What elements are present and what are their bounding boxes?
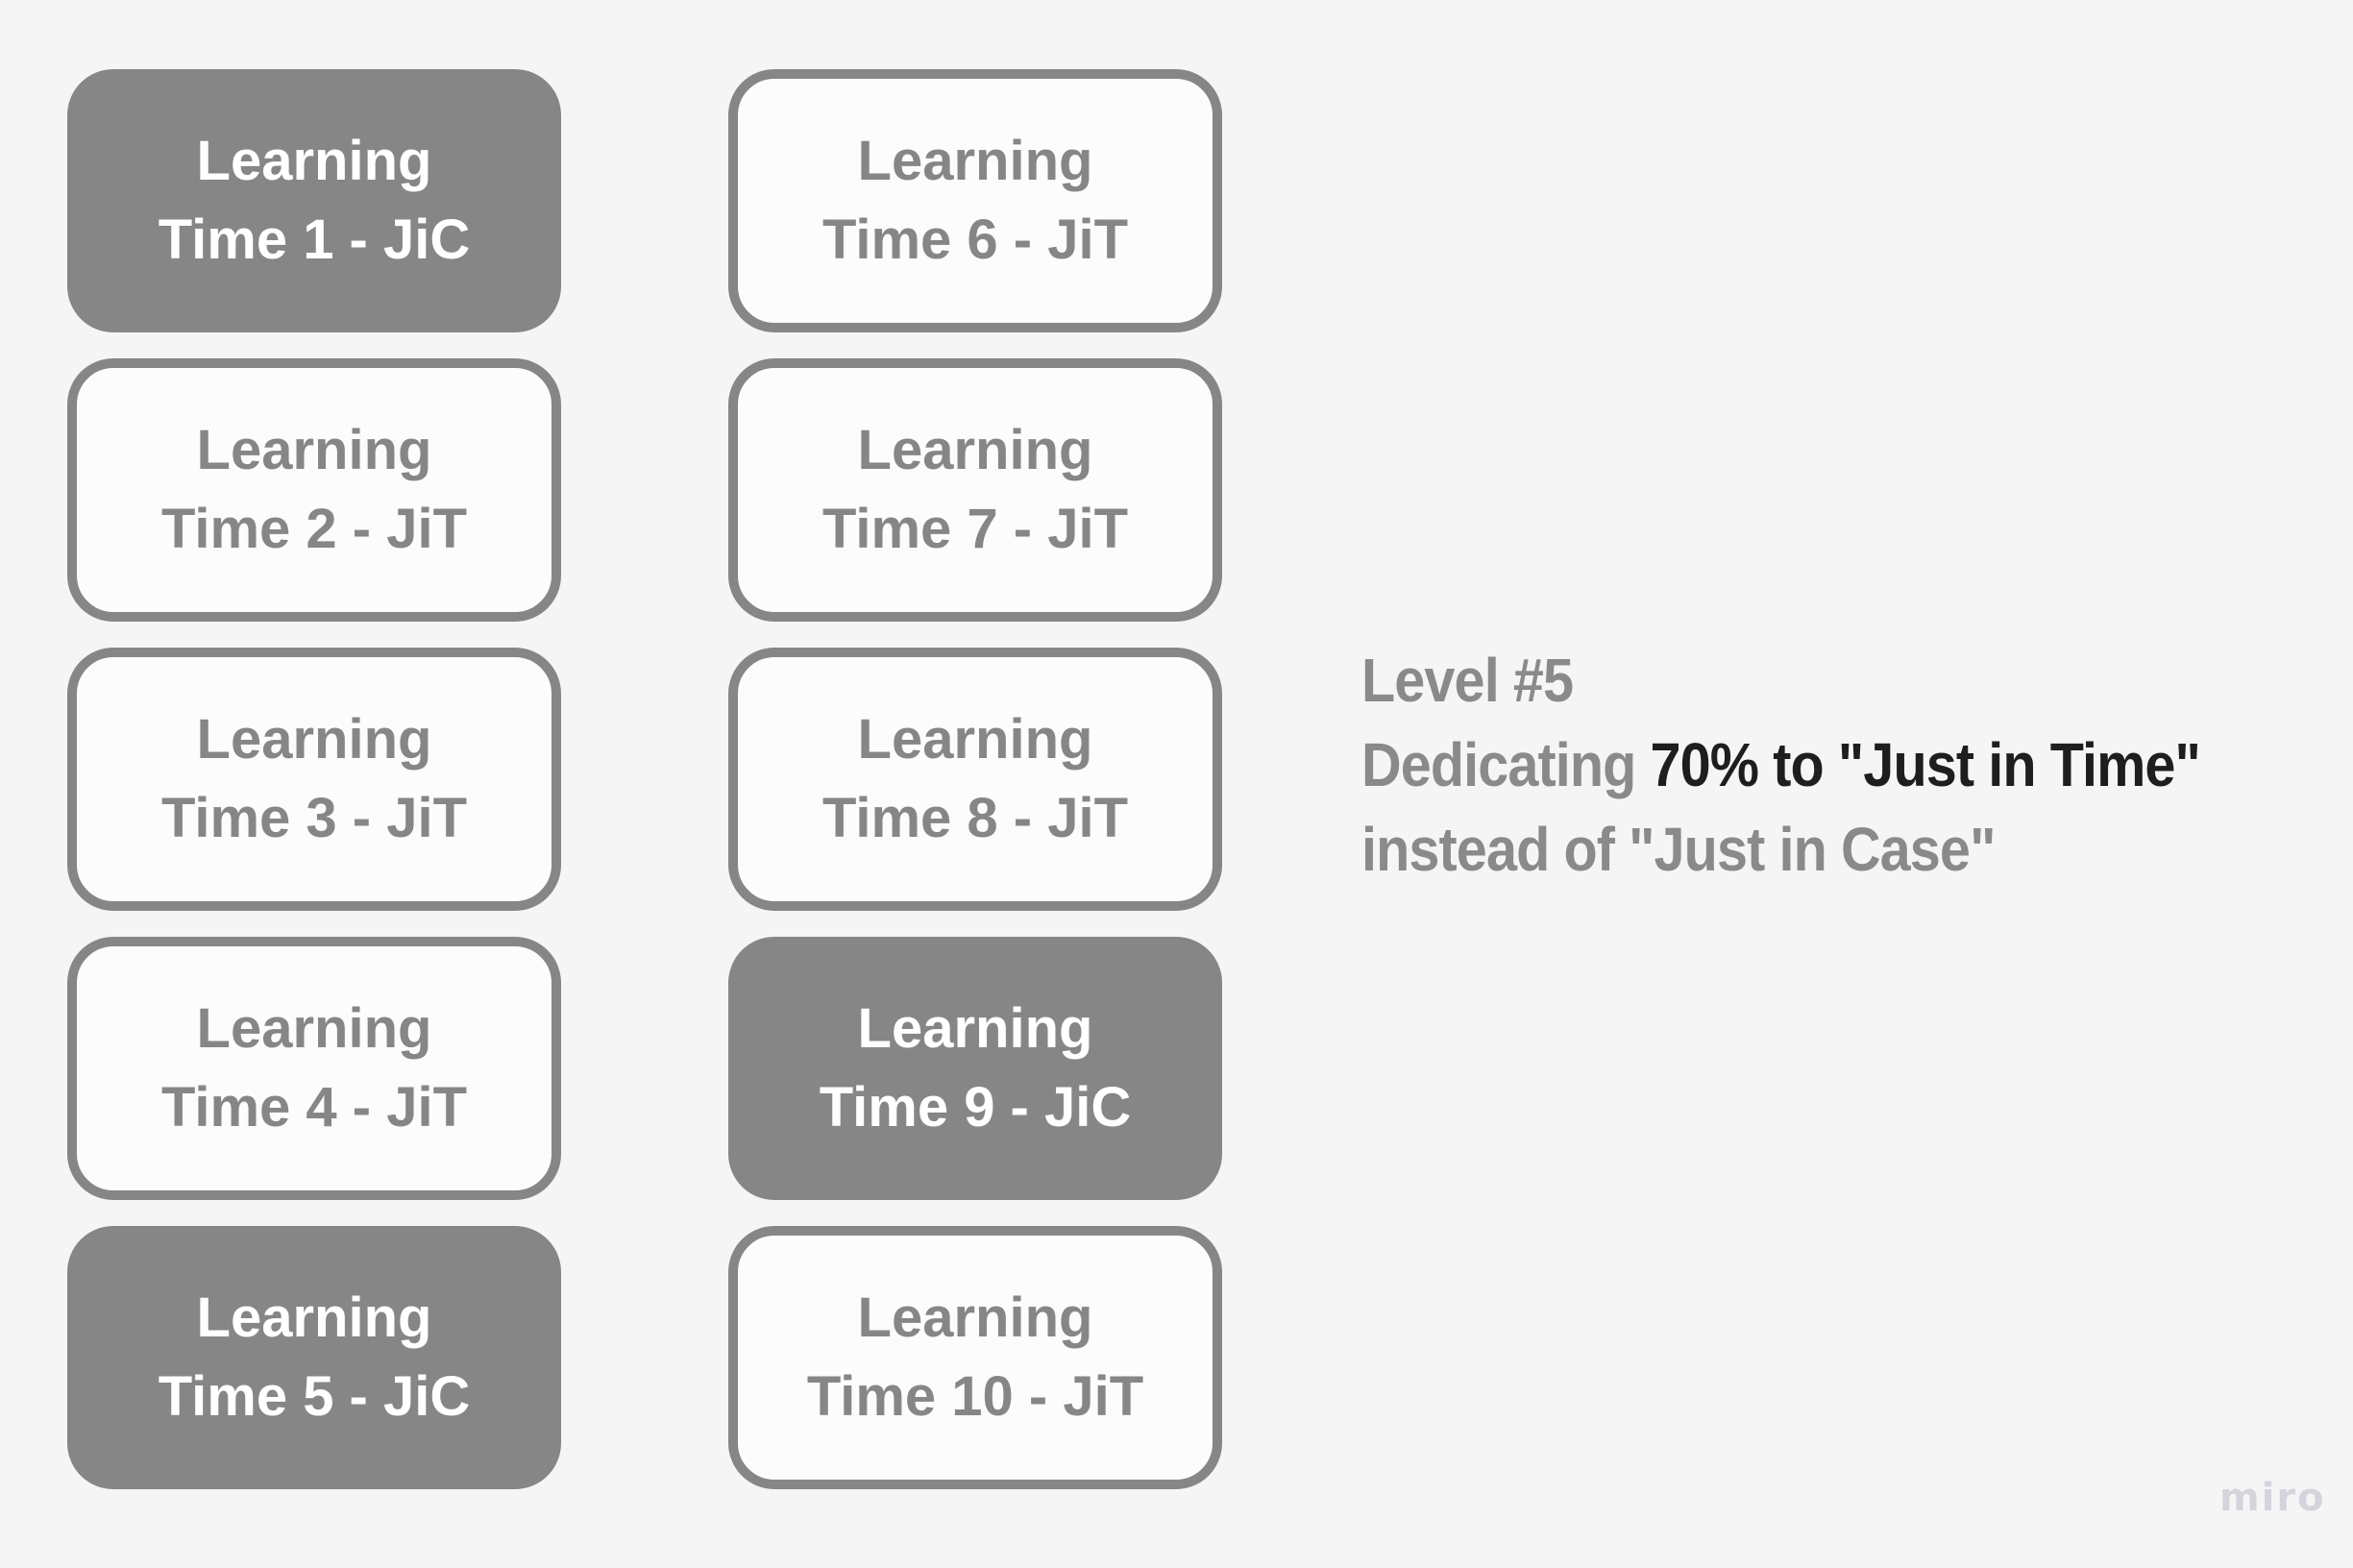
miro-watermark: miro bbox=[2219, 1476, 2326, 1520]
shape-label-line1: Learning bbox=[196, 997, 432, 1060]
learning-time-shape-8[interactable]: Learning Time 8 - JiT bbox=[728, 648, 1222, 911]
learning-time-shape-2[interactable]: Learning Time 2 - JiT bbox=[67, 358, 561, 622]
learning-time-shape-3[interactable]: Learning Time 3 - JiT bbox=[67, 648, 561, 911]
learning-time-shape-10[interactable]: Learning Time 10 - JiT bbox=[728, 1226, 1222, 1489]
learning-time-shape-7[interactable]: Learning Time 7 - JiT bbox=[728, 358, 1222, 622]
shape-label-line1: Learning bbox=[196, 419, 432, 481]
shape-label-line1: Learning bbox=[857, 130, 1093, 192]
shape-label-line2: Time 3 - JiT bbox=[160, 787, 468, 849]
shape-label-line1: Learning bbox=[196, 1286, 432, 1349]
column-just-in-case-left: Learning Time 1 - JiC Learning Time 2 - … bbox=[67, 69, 561, 1489]
shape-label-line2: Time 1 - JiC bbox=[158, 208, 471, 271]
level-annotation-text[interactable]: Level #5 Dedicating 70% to "Just in Time… bbox=[1361, 638, 2201, 892]
annotation-line-2: Dedicating 70% to "Just in Time" bbox=[1361, 730, 2201, 799]
shape-label-line2: Time 5 - JiC bbox=[158, 1365, 471, 1428]
learning-time-shape-9[interactable]: Learning Time 9 - JiC bbox=[728, 937, 1222, 1200]
shape-label-line1: Learning bbox=[196, 708, 432, 771]
shape-label-line1: Learning bbox=[857, 997, 1093, 1060]
learning-time-shape-5[interactable]: Learning Time 5 - JiC bbox=[67, 1226, 561, 1489]
learning-time-shape-4[interactable]: Learning Time 4 - JiT bbox=[67, 937, 561, 1200]
shape-label-line1: Learning bbox=[196, 130, 432, 192]
shape-label-line1: Learning bbox=[857, 708, 1093, 771]
shape-label-line2: Time 10 - JiT bbox=[806, 1365, 1144, 1428]
learning-time-shape-6[interactable]: Learning Time 6 - JiT bbox=[728, 69, 1222, 332]
shape-label-line1: Learning bbox=[857, 419, 1093, 481]
shape-label-line2: Time 2 - JiT bbox=[160, 498, 468, 560]
shape-label-line2: Time 4 - JiT bbox=[160, 1076, 468, 1139]
column-just-in-case-right: Learning Time 6 - JiT Learning Time 7 - … bbox=[728, 69, 1222, 1489]
learning-time-shape-1[interactable]: Learning Time 1 - JiC bbox=[67, 69, 561, 332]
shape-label-line2: Time 9 - JiC bbox=[819, 1076, 1132, 1139]
shape-label-line1: Learning bbox=[857, 1286, 1093, 1349]
shape-label-line2: Time 6 - JiT bbox=[821, 208, 1129, 271]
shape-label-line2: Time 8 - JiT bbox=[821, 787, 1129, 849]
annotation-line-1: Level #5 bbox=[1361, 646, 1574, 715]
shape-label-line2: Time 7 - JiT bbox=[821, 498, 1129, 560]
annotation-line-3: instead of "Just in Case" bbox=[1361, 815, 1996, 884]
